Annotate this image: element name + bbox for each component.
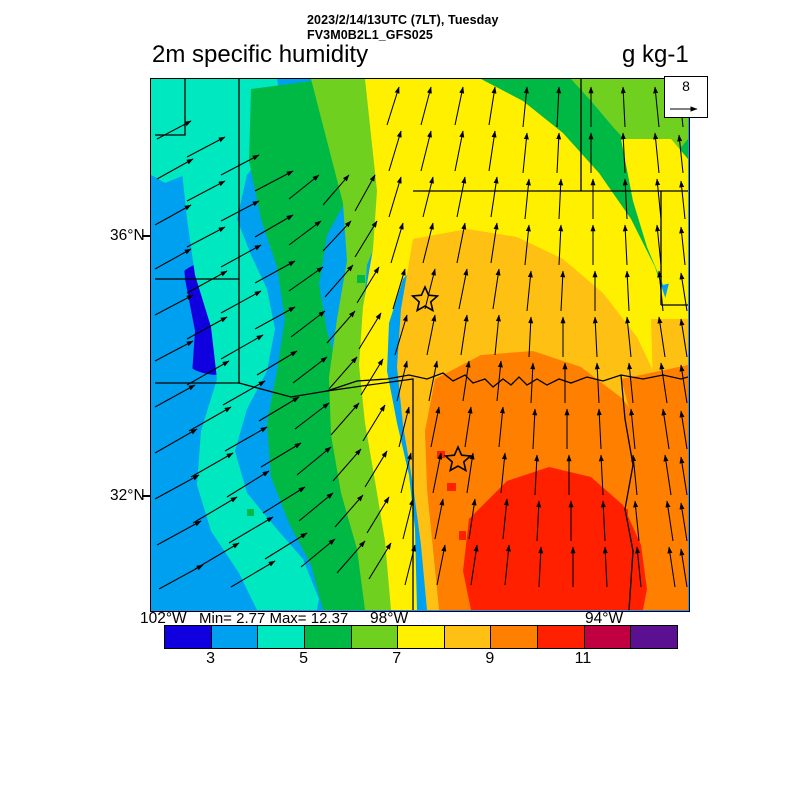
lon-tick-94w: 94°W xyxy=(585,610,624,627)
colorbar-tick-3: 3 xyxy=(206,650,215,667)
colorbar-swatch-9 xyxy=(584,626,632,648)
colorbar-swatch-6 xyxy=(444,626,492,648)
reference-vector-value: 8 xyxy=(682,78,690,94)
colorbar-tick-7: 7 xyxy=(392,650,402,667)
colorbar-swatch-1 xyxy=(211,626,259,648)
lon-tick-102w: 102°W xyxy=(140,610,187,627)
colorbar-tick-11: 11 xyxy=(574,650,592,667)
right-arrow-icon xyxy=(670,106,698,112)
colorbar-swatch-10 xyxy=(631,626,678,648)
minmax-stats: Min= 2.77 Max= 12.37 xyxy=(199,610,349,627)
colorbar-swatch-5 xyxy=(398,626,445,648)
colorbar-swatch-4 xyxy=(351,626,399,648)
colorbar-swatch-2 xyxy=(258,626,305,648)
humidity-field-svg xyxy=(151,79,688,610)
reference-vector-legend: 8 xyxy=(664,76,708,118)
colorbar-swatch-0 xyxy=(165,626,212,648)
map-plot-area[interactable] xyxy=(150,78,690,612)
colorbar-swatch-8 xyxy=(538,626,585,648)
lat-tick-mark-32n xyxy=(142,495,151,497)
colorbar-swatch-7 xyxy=(491,626,539,648)
lat-tick-36n: 36°N xyxy=(110,227,145,244)
colorbar-tick-9: 9 xyxy=(485,650,495,667)
page-title: 2m specific humidity xyxy=(152,41,369,68)
chart-model-subtitle: FV3M0B2L1_GFS025 xyxy=(307,28,433,42)
colorbar-tick-5: 5 xyxy=(299,650,309,667)
colorbar-swatch-3 xyxy=(304,626,352,648)
lat-tick-mark-36n xyxy=(142,235,151,237)
lon-tick-98w: 98°W xyxy=(370,610,409,627)
lat-tick-32n: 32°N xyxy=(110,487,145,504)
colorbar[interactable] xyxy=(164,625,678,649)
units-label: g kg-1 xyxy=(622,41,689,68)
chart-date-subtitle: 2023/2/14/13UTC (7LT), Tuesday xyxy=(307,13,499,27)
